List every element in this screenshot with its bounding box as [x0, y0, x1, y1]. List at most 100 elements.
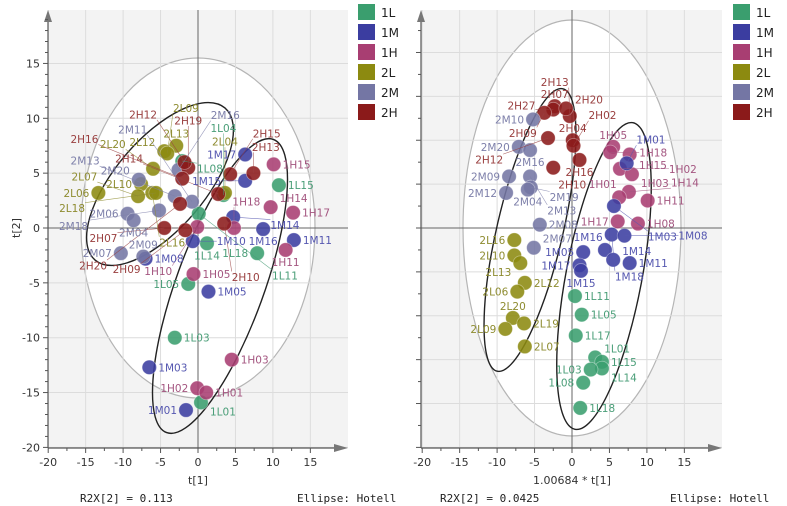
data-point-1M [286, 232, 302, 248]
point-label: 2L06 [63, 188, 89, 200]
point-label: 2L13 [163, 129, 189, 141]
legend-swatch-2M [358, 84, 375, 100]
point-label: 2H10 [232, 272, 260, 284]
legend-label: 1H [381, 46, 398, 60]
data-point-2M [501, 168, 517, 185]
data-point-1L [574, 307, 590, 323]
x-axis-title: t[1] [188, 474, 208, 487]
point-label: 1M14 [622, 246, 651, 258]
point-label: 2L13 [485, 267, 511, 279]
point-label: 1M15 [566, 278, 595, 290]
legend-label: 1M [756, 26, 774, 40]
label-leader-line [171, 226, 198, 266]
data-point-1L [583, 361, 599, 378]
point-label: 1H18 [639, 147, 667, 159]
data-point-1L [567, 288, 583, 304]
data-point-2L [516, 315, 532, 332]
point-label: 2H13 [541, 77, 569, 89]
y-tick-label: -5 [29, 277, 40, 290]
data-point-2M [532, 217, 548, 233]
point-label: 2L20 [500, 301, 526, 313]
point-label: 2L04 [212, 137, 238, 149]
legend-swatch-1L [358, 4, 375, 20]
point-label: 1M15 [192, 176, 221, 188]
label-leader-line [568, 87, 571, 117]
data-point-2M [522, 142, 538, 158]
legend-label: 1H [756, 46, 773, 60]
point-label: 2M11 [118, 125, 147, 137]
legend-swatch-1M [733, 24, 750, 40]
point-label: 1M03 [648, 232, 677, 244]
point-label: 2H16 [70, 134, 98, 146]
legend-label: 2H [381, 106, 398, 120]
point-label: 1L11 [272, 270, 298, 282]
point-label: 2L16 [159, 237, 185, 249]
point-label: 2H09 [509, 128, 537, 140]
point-label: 1M01 [148, 405, 177, 417]
point-label: 2H10 [558, 179, 586, 191]
label-leader-line [503, 137, 549, 155]
point-label: 1M10 [217, 236, 246, 248]
point-label: 1M01 [636, 135, 665, 147]
x-tick-label: -10 [488, 456, 506, 469]
point-label: 2M08 [549, 220, 578, 232]
label-leader-line [628, 187, 671, 193]
point-label: 2M09 [471, 171, 500, 183]
data-point-1M [237, 146, 253, 163]
y-tick-label: 10 [26, 112, 40, 125]
data-point-1H [224, 352, 240, 368]
data-point-1L [572, 400, 588, 416]
point-label: 2H27 [507, 101, 535, 113]
y-tick-label: -10 [22, 332, 40, 345]
point-label: 2H19 [174, 115, 202, 127]
label-leader-line [125, 149, 154, 170]
point-label: 2L12 [534, 278, 560, 290]
point-label: 2H15 [253, 128, 281, 140]
x-tick-label: -10 [114, 456, 132, 469]
point-label: 1M08 [678, 231, 707, 243]
legend-swatch-1L [733, 4, 750, 20]
point-label: 2M04 [119, 227, 148, 239]
point-label: 1H15 [283, 159, 311, 171]
label-leader-line [140, 229, 186, 264]
legend-label: 2L [381, 66, 396, 80]
label-leader-line [99, 165, 175, 197]
group-ellipse [151, 137, 289, 435]
legend-swatch-2M [733, 84, 750, 100]
data-point-1H [285, 205, 301, 221]
point-label: 1L15 [611, 357, 637, 369]
point-label: 2H04 [559, 123, 587, 135]
point-label: 1L18 [589, 403, 615, 415]
label-leader-line [178, 120, 211, 171]
y-tick-label: 0 [33, 222, 40, 235]
point-label: 2M20 [101, 166, 130, 178]
point-label: 2H12 [129, 109, 157, 121]
label-leader-line [529, 176, 548, 206]
point-label: 2M12 [468, 188, 497, 200]
point-label: 1L14 [194, 250, 220, 262]
point-label: 1M11 [303, 235, 332, 247]
point-label: 1H17 [302, 208, 330, 220]
legend-swatch-1M [358, 24, 375, 40]
point-label: 1H10 [144, 266, 172, 278]
group-ellipse [556, 121, 652, 431]
x-axis-arrow-icon [334, 444, 348, 452]
data-point-1H [263, 199, 279, 215]
data-point-1M [573, 263, 589, 279]
point-label: 2M19 [550, 192, 579, 204]
point-label: 1M08 [155, 254, 184, 266]
point-label: 2M16 [211, 110, 240, 122]
point-label: 1L03 [184, 333, 210, 345]
legend-label: 2H [756, 106, 773, 120]
point-label: 1L14 [611, 372, 637, 384]
point-label: 1L11 [584, 291, 610, 303]
legend-label: 2M [381, 86, 399, 100]
point-label: 2H14 [115, 153, 143, 165]
point-label: 2H12 [475, 155, 503, 167]
data-point-2H [571, 152, 588, 168]
label-leader-line [223, 223, 233, 272]
point-label: 1M11 [639, 258, 668, 270]
point-label: 2L07 [534, 341, 560, 353]
group-ellipse [483, 87, 577, 373]
data-point-2L [517, 338, 533, 355]
